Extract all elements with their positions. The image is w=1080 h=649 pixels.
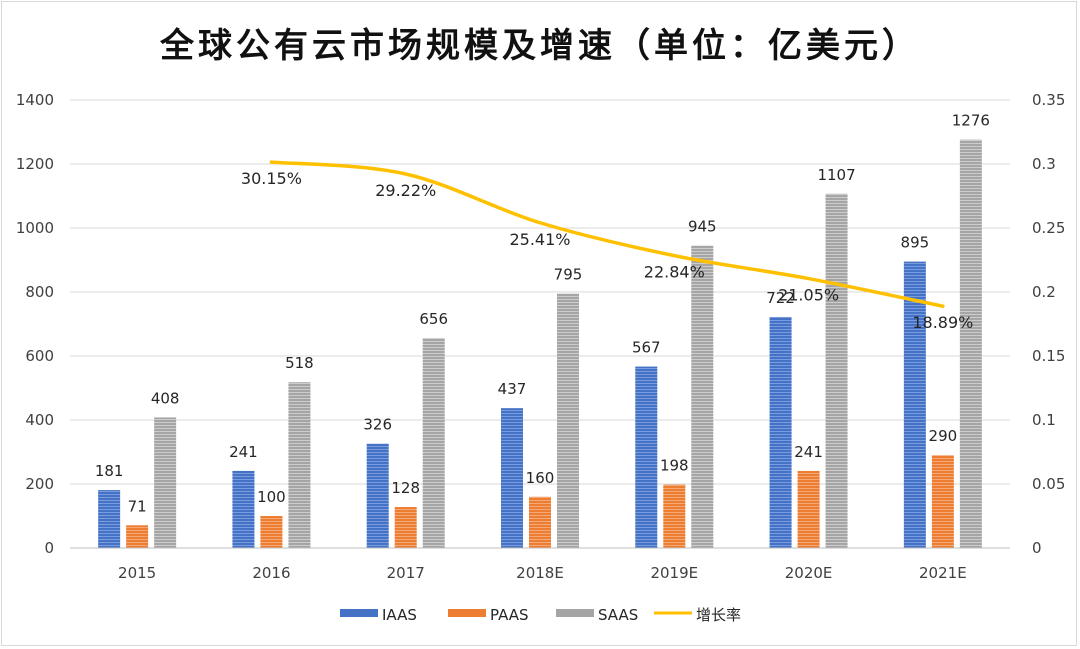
x-tick: 2021E [919, 564, 967, 582]
bar-label: 722 [766, 289, 795, 307]
x-tick: 2017 [387, 564, 425, 582]
y-left-tick: 1400 [16, 91, 54, 109]
bar-label: 71 [128, 497, 147, 515]
bar-label: 241 [229, 443, 258, 461]
legend-swatch-paas [448, 609, 486, 617]
axes: 0 200 400 600 800 1000 1200 1400 0 0.05 0.1 0.15 0.2… [16, 91, 1066, 582]
y-right-tick: 0.25 [1032, 219, 1065, 237]
bar-saas [557, 293, 579, 548]
bar-iaas [366, 443, 389, 548]
bar-iaas [232, 470, 255, 548]
bar-saas [422, 338, 445, 548]
bar-label: 241 [794, 443, 823, 461]
y-right-tick: 0 [1032, 539, 1042, 557]
bar-label: 1107 [817, 166, 855, 184]
y-left-tick: 0 [44, 539, 54, 557]
bar-paas [394, 507, 417, 548]
growth-label: 25.41% [509, 230, 570, 249]
bar-paas [529, 496, 551, 548]
bar-saas [691, 245, 714, 548]
bar-label: 181 [95, 462, 124, 480]
growth-label: 29.22% [375, 181, 436, 200]
gridlines [70, 99, 1010, 485]
y-right-tick: 0.3 [1032, 155, 1056, 173]
bars [98, 139, 982, 548]
bar-label: 656 [419, 310, 448, 328]
x-tick: 2020E [785, 564, 833, 582]
bar-label: 290 [929, 427, 958, 445]
y-left-tick: 400 [25, 411, 54, 429]
bar-label: 795 [554, 266, 583, 284]
bar-label: 408 [151, 389, 180, 407]
x-tick: 2016 [252, 564, 290, 582]
x-tick: 2018E [516, 564, 564, 582]
growth-label: 30.15% [241, 169, 302, 188]
x-tick: 2015 [118, 564, 156, 582]
bar-paas [663, 484, 686, 548]
y-right-tick: 0.1 [1032, 411, 1056, 429]
bar-label: 518 [285, 354, 314, 372]
bar-iaas [903, 261, 926, 548]
bar-iaas [769, 316, 792, 548]
bar-label: 945 [688, 218, 717, 236]
bar-label: 198 [660, 457, 689, 475]
y-left-tick: 1000 [16, 219, 54, 237]
y-left-tick: 600 [25, 347, 54, 365]
bar-label: 326 [363, 416, 392, 434]
bar-saas [288, 382, 311, 548]
growth-line [269, 160, 945, 308]
legend-swatch-iaas [340, 609, 378, 617]
legend-label: PAAS [490, 606, 529, 624]
y-right-tick: 0.35 [1032, 91, 1065, 109]
bar-label: 160 [526, 469, 555, 487]
bar-label: 895 [901, 234, 930, 252]
bar-label: 567 [632, 339, 661, 357]
y-left-tick: 800 [25, 283, 54, 301]
legend-label: IAAS [382, 606, 417, 624]
chart-title: 全球公有云市场规模及增速（单位：亿美元） [160, 26, 920, 66]
x-tick: 2019E [650, 564, 698, 582]
bar-paas [931, 455, 954, 548]
growth-label: 22.84% [644, 263, 705, 282]
bar-paas [260, 516, 283, 548]
bar-iaas [98, 490, 121, 548]
bar-iaas [635, 366, 658, 548]
y-right-tick: 0.05 [1032, 475, 1065, 493]
bar-label: 100 [257, 488, 286, 506]
legend-label: 增长率 [696, 606, 741, 624]
legend-swatch-saas [556, 609, 594, 617]
growth-label: 18.89% [912, 313, 973, 332]
y-right-tick: 0.15 [1032, 347, 1065, 365]
growth-label: 21.05% [778, 286, 839, 305]
y-right-tick: 0.2 [1032, 283, 1056, 301]
bar-label: 128 [391, 479, 420, 497]
y-left-tick: 1200 [16, 155, 54, 173]
y-left-tick: 200 [25, 475, 54, 493]
bar-label: 1276 [952, 112, 990, 130]
bar-label: 437 [498, 380, 527, 398]
bar-saas [959, 139, 982, 548]
growth-line-path [269, 160, 945, 308]
bar-paas [797, 470, 820, 548]
bar-saas [154, 417, 177, 548]
bar-iaas [501, 408, 523, 548]
bar-saas [825, 193, 848, 548]
legend: IAAS PAAS SAAS 增长率 [340, 606, 741, 624]
legend-label: SAAS [598, 606, 638, 624]
bar-paas [126, 525, 149, 548]
